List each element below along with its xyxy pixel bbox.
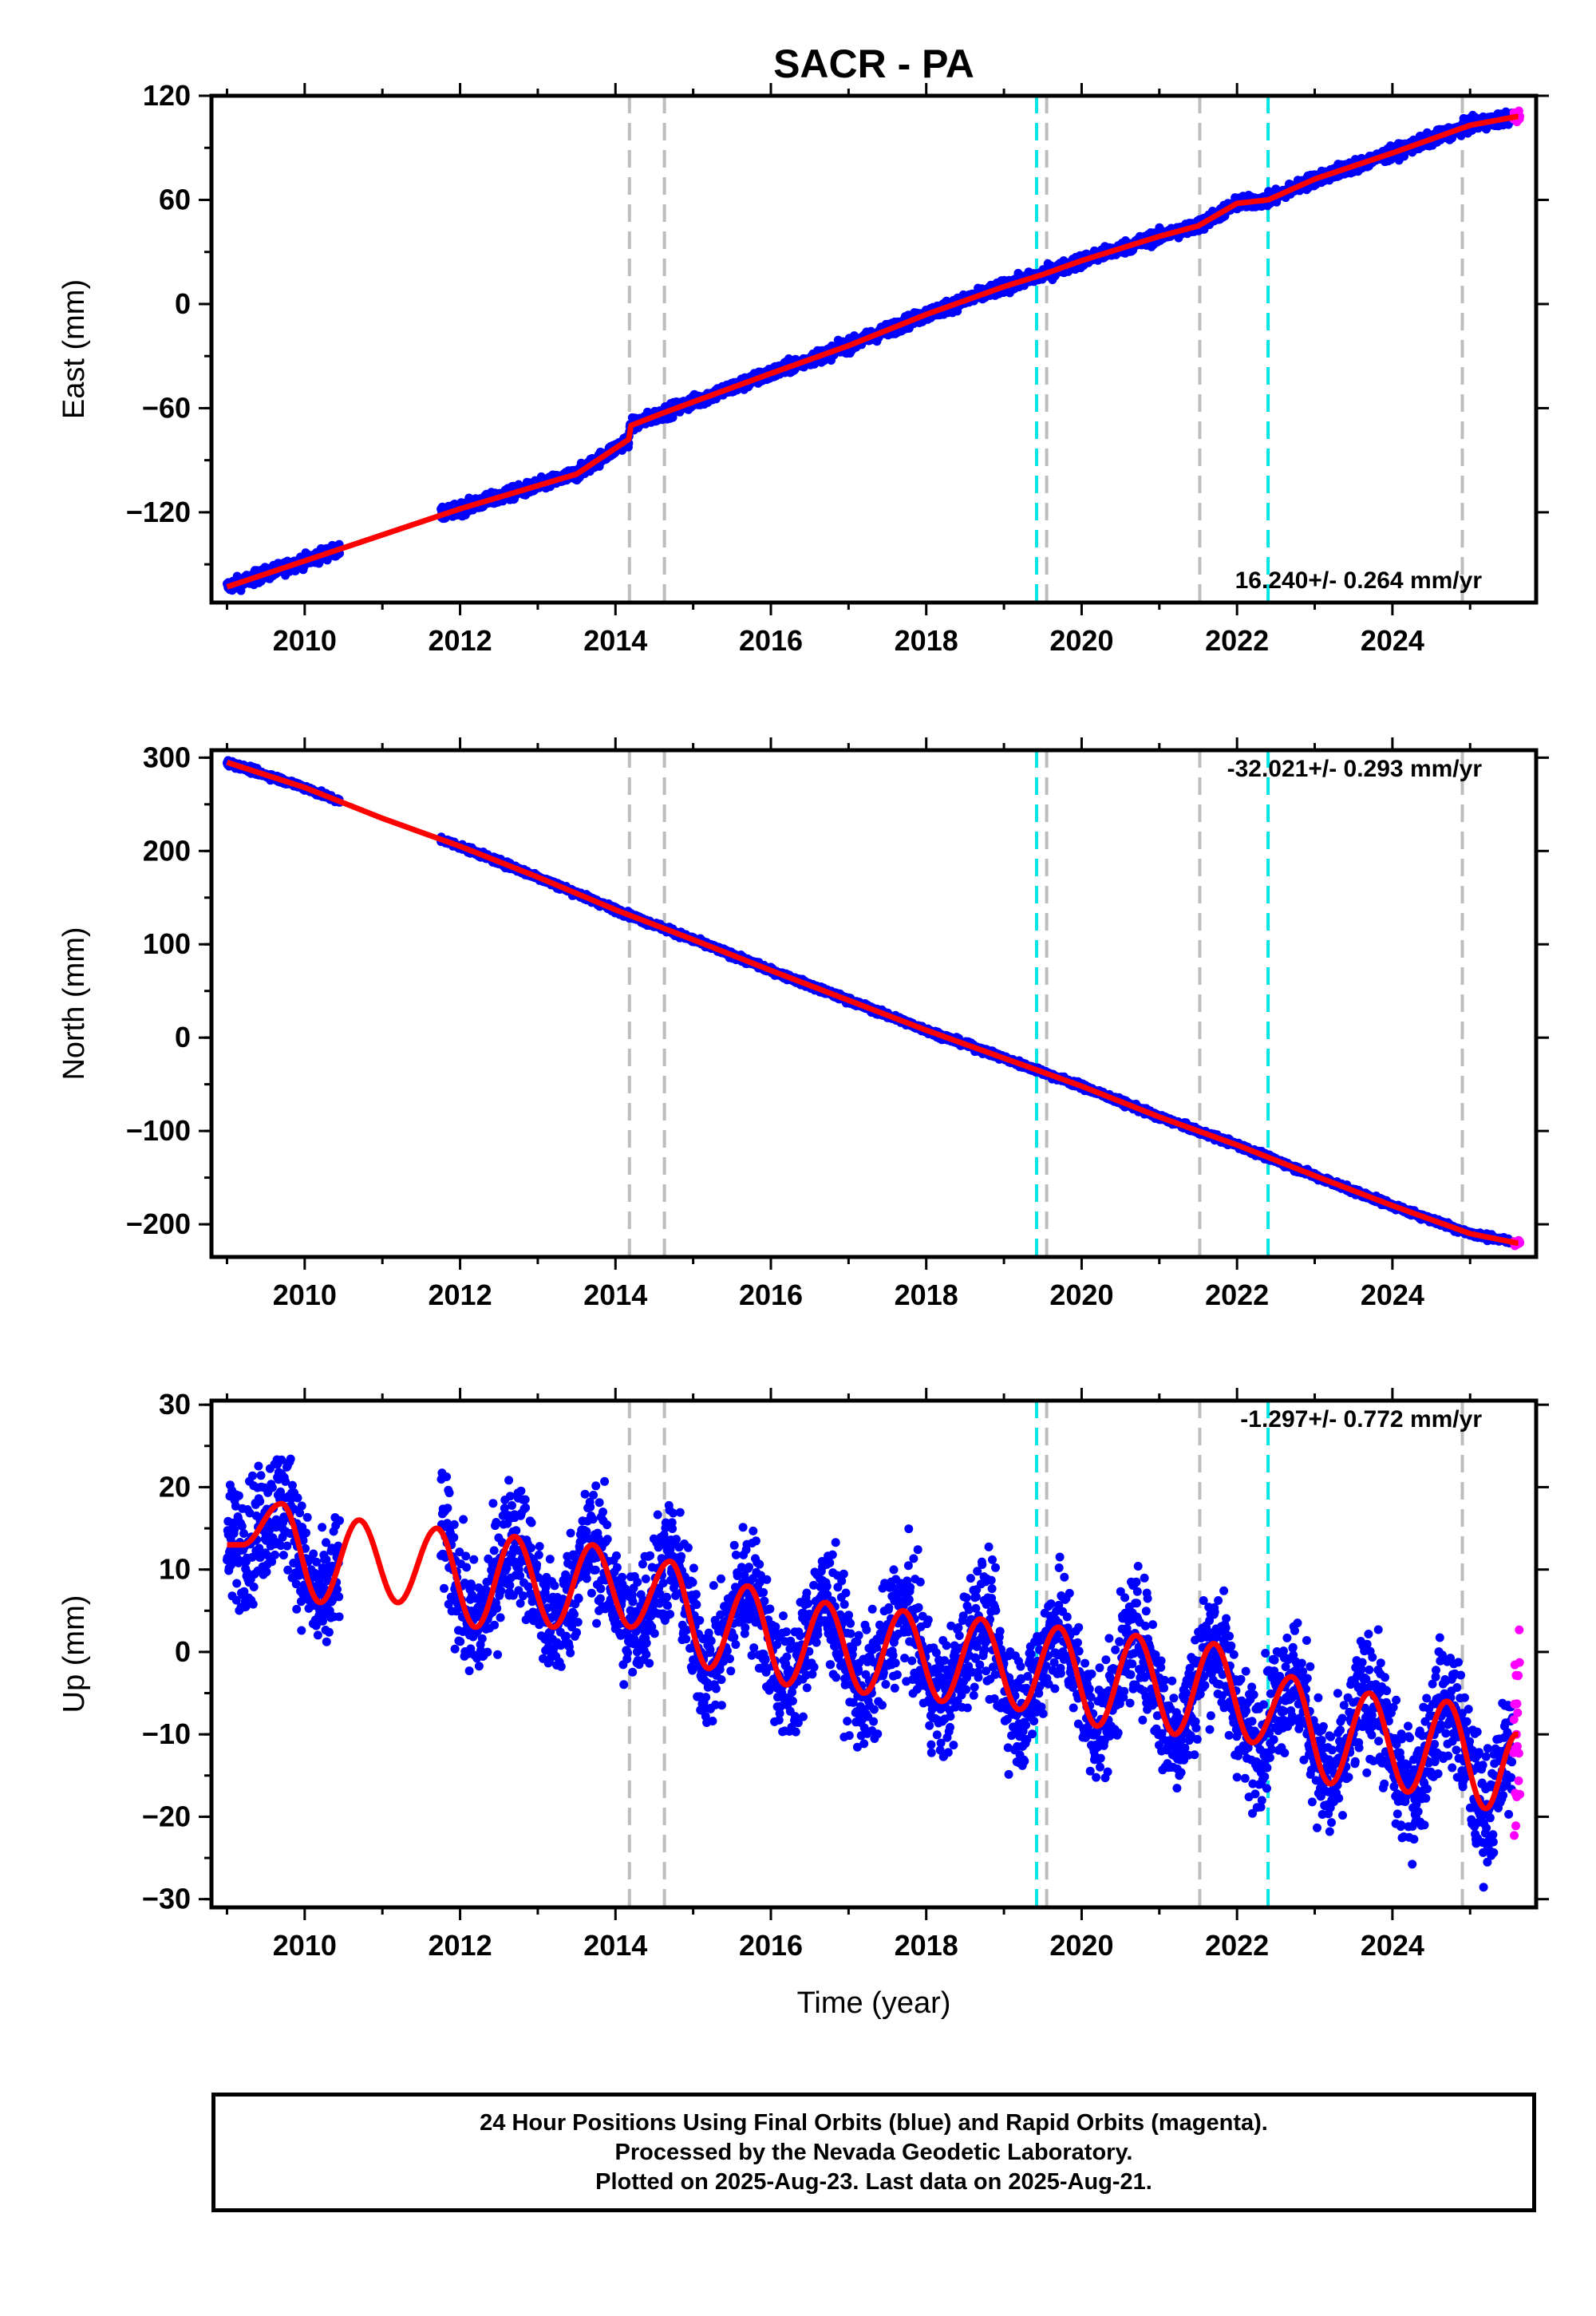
x-tick-label: 2022 [1205,624,1269,657]
x-tick-label: 2020 [1049,624,1113,657]
x-tick-label: 2010 [273,624,337,657]
x-tick-label: 2012 [429,624,492,657]
east-y-axis-label: East (mm) [57,279,91,419]
y-tick-label: −120 [126,496,191,528]
x-tick-label: 2016 [739,624,803,657]
east-model-curve [224,113,1521,590]
x-tick-label: 2024 [1361,624,1424,657]
east-rate-label: 16.240+/- 0.264 mm/yr [1235,567,1483,594]
east-y-axis: 120 60 0 −60 −120 [126,79,1549,566]
east-plot-area [223,96,1525,603]
y-tick-label: 60 [159,183,191,215]
east-panel: 2010 2012 2014 2016 2018 2020 2022 2024 120 60 0 −6… [57,79,1549,657]
north-plot-area [223,750,1525,1257]
x-tick-label: 2014 [583,624,647,657]
y-tick-label: 120 [143,79,191,112]
north-panel: 2010 2012 2014 2016 2018 2020 2022 202430020010… [57,737,1549,1311]
figure-title: SACR - PA [773,41,974,86]
x-tick-label: 2018 [895,624,958,657]
y-tick-label: 0 [175,287,191,320]
y-tick-label: −60 [142,391,191,424]
